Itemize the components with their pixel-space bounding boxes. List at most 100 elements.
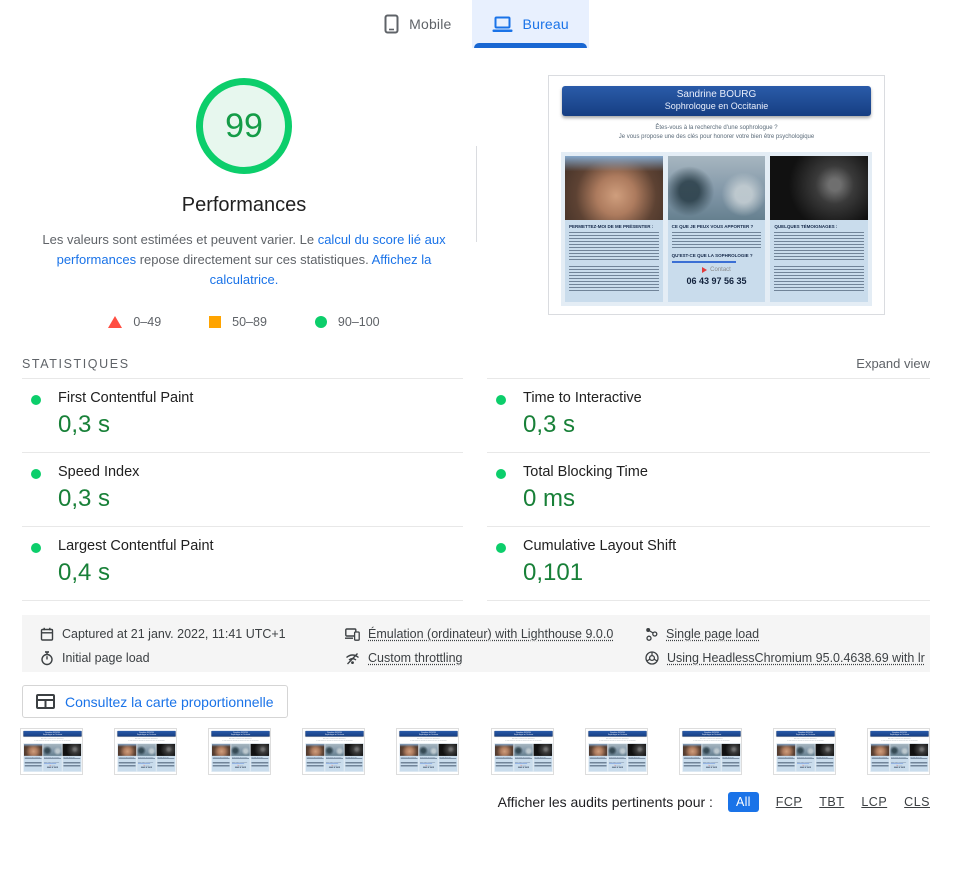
env-column-1: Captured at 21 janv. 2022, 11:41 UTC+1 I… — [40, 622, 286, 670]
env-chromium-label[interactable]: Using HeadlessChromium 95.0.4638.69 with… — [667, 651, 925, 665]
legend-average: 50–89 — [209, 315, 267, 329]
site-photo-portrait — [212, 744, 230, 756]
site-banner: Sandrine BOURG Sophrologue en Occitanie — [23, 731, 81, 737]
site-column-text: QUELQUES TÉMOIGNAGES : — [533, 756, 551, 771]
site-col2-title: CE QUE JE PEUX VOUS APPORTER ? — [44, 757, 61, 758]
site-text-placeholder — [515, 758, 532, 761]
site-phone-number: 06 43 97 56 35 — [232, 766, 249, 768]
env-throttling-label[interactable]: Custom throttling — [368, 651, 462, 665]
site-text-placeholder — [401, 765, 418, 770]
performance-summary: 99 Performances Les valeurs sont estimée… — [18, 60, 470, 329]
tab-desktop[interactable]: Bureau — [472, 0, 589, 48]
site-phone-number: 06 43 97 56 35 — [609, 766, 626, 768]
expand-view-button[interactable]: Expand view — [856, 356, 930, 371]
metrics-column-right: Time to Interactive 0,3 s Total Blocking… — [487, 378, 930, 601]
filter-link-lcp[interactable]: LCP — [861, 795, 887, 809]
site-columns: PERMETTEZ-MOI DE ME PRÉSENTER : CE QUE J… — [682, 743, 741, 772]
site-col1-title: PERMETTEZ-MOI DE ME PRÉSENTER : — [778, 757, 795, 758]
site-column-presentation: PERMETTEZ-MOI DE ME PRÉSENTER : — [118, 744, 136, 771]
site-text-placeholder — [672, 232, 762, 250]
site-photo-session — [890, 744, 908, 756]
site-phone-number: 06 43 97 56 35 — [672, 276, 762, 286]
site-text-placeholder — [910, 765, 927, 770]
site-text-placeholder — [307, 765, 324, 770]
env-captured-label: Captured at 21 janv. 2022, 11:41 UTC+1 — [62, 627, 286, 641]
site-photo-session — [43, 744, 61, 756]
site-column-offer: CE QUE JE PEUX VOUS APPORTER ? QU'EST-CE… — [137, 744, 155, 771]
site-photo-hoodie — [770, 156, 868, 220]
page-screenshot-preview: Sandrine BOURG Sophrologue en Occitanie … — [397, 729, 459, 774]
site-photo-session — [668, 156, 766, 220]
env-chromium[interactable]: Using HeadlessChromium 95.0.4638.69 with… — [645, 646, 925, 670]
pass-dot-icon — [496, 395, 506, 405]
site-intro-line2: Je vous propose une des clés pour honore… — [870, 740, 929, 742]
filter-chip-all[interactable]: All — [728, 792, 759, 812]
env-emulation[interactable]: Émulation (ordinateur) with Lighthouse 9… — [345, 622, 613, 646]
filmstrip-frame: Sandrine BOURG Sophrologue en Occitanie … — [491, 728, 554, 775]
throttling-icon — [345, 652, 360, 665]
mobile-phone-icon — [384, 14, 399, 34]
page-screenshot-preview: Sandrine BOURG Sophrologue en Occitanie … — [209, 729, 271, 774]
site-column-text: PERMETTEZ-MOI DE ME PRÉSENTER : — [118, 756, 136, 771]
site-photo-portrait — [306, 744, 324, 756]
site-columns: PERMETTEZ-MOI DE ME PRÉSENTER : CE QUE J… — [588, 743, 647, 772]
site-text-placeholder — [816, 765, 833, 770]
site-column-presentation: PERMETTEZ-MOI DE ME PRÉSENTER : — [306, 744, 324, 771]
page-screenshot-preview: Sandrine BOURG Sophrologue en Occitanie … — [115, 729, 177, 774]
site-text-placeholder — [891, 758, 908, 761]
site-columns: PERMETTEZ-MOI DE ME PRÉSENTER : CE QUE J… — [776, 743, 835, 772]
site-column-presentation: PERMETTEZ-MOI DE ME PRÉSENTER : — [683, 744, 701, 771]
site-banner-subtitle: Sophrologue en Occitanie — [588, 734, 646, 736]
site-column-text: CE QUE JE PEUX VOUS APPORTER ? QU'EST-CE… — [796, 756, 814, 771]
pass-dot-icon — [31, 543, 41, 553]
site-photo-portrait — [118, 744, 136, 756]
site-columns: PERMETTEZ-MOI DE ME PRÉSENTER : CE QUE J… — [870, 743, 929, 772]
pagespeed-report: Mobile Bureau 99 Performances Les valeur… — [0, 0, 953, 879]
site-banner: Sandrine BOURG Sophrologue en Occitanie — [682, 731, 740, 737]
treemap-button[interactable]: Consultez la carte proportionnelle — [22, 685, 288, 718]
site-col1-title: PERMETTEZ-MOI DE ME PRÉSENTER : — [872, 757, 889, 758]
env-initial-load: Initial page load — [40, 646, 286, 670]
site-text-placeholder — [307, 758, 324, 764]
site-text-placeholder — [910, 758, 927, 764]
metric-value: 0,101 — [523, 559, 930, 587]
metric-value: 0,3 s — [58, 485, 463, 513]
site-text-placeholder — [722, 765, 739, 770]
site-col1-title: PERMETTEZ-MOI DE ME PRÉSENTER : — [119, 757, 136, 758]
metric-total-blocking-time: Total Blocking Time 0 ms — [487, 453, 930, 527]
filter-link-tbt[interactable]: TBT — [819, 795, 844, 809]
filter-link-cls[interactable]: CLS — [904, 795, 930, 809]
env-page-load[interactable]: Single page load — [645, 622, 925, 646]
description-text: Les valeurs sont estimées et peuvent var… — [42, 232, 317, 247]
env-emulation-label[interactable]: Émulation (ordinateur) with Lighthouse 9… — [368, 627, 613, 641]
performance-score: 99 — [225, 107, 263, 146]
site-columns: PERMETTEZ-MOI DE ME PRÉSENTER : CE QUE J… — [400, 743, 459, 772]
filmstrip-frame: Sandrine BOURG Sophrologue en Occitanie … — [867, 728, 930, 775]
env-captured: Captured at 21 janv. 2022, 11:41 UTC+1 — [40, 622, 286, 646]
site-col2-title: CE QUE JE PEUX VOUS APPORTER ? — [232, 757, 249, 758]
metric-label: First Contentful Paint — [58, 390, 463, 406]
site-phone-number: 06 43 97 56 35 — [138, 766, 155, 768]
site-column-text: QUELQUES TÉMOIGNAGES : — [439, 756, 457, 771]
env-throttling[interactable]: Custom throttling — [345, 646, 613, 670]
site-phone-number: 06 43 97 56 35 — [797, 766, 814, 768]
filter-link-fcp[interactable]: FCP — [776, 795, 803, 809]
site-intro: Êtes-vous à la recherche d'une sophrolog… — [682, 738, 741, 742]
fail-triangle-icon — [108, 316, 122, 328]
site-col1-title: PERMETTEZ-MOI DE ME PRÉSENTER : — [401, 757, 418, 758]
metric-speed-index: Speed Index 0,3 s — [22, 453, 463, 527]
page-screenshot-preview: Sandrine BOURG Sophrologue en Occitanie … — [868, 729, 930, 774]
site-intro-line2: Je vous propose une des clés pour honore… — [211, 740, 270, 742]
legend-pass: 90–100 — [315, 315, 380, 329]
site-photo-hoodie — [910, 744, 928, 756]
site-column-offer: CE QUE JE PEUX VOUS APPORTER ? QU'EST-CE… — [43, 744, 61, 771]
site-col1-title: PERMETTEZ-MOI DE ME PRÉSENTER : — [684, 757, 701, 758]
site-photo-session — [137, 744, 155, 756]
tab-mobile[interactable]: Mobile — [364, 0, 471, 48]
env-page-load-label[interactable]: Single page load — [666, 627, 759, 641]
site-col1-title: PERMETTEZ-MOI DE ME PRÉSENTER : — [495, 757, 512, 758]
metric-value: 0,3 s — [58, 411, 463, 439]
site-column-testimonials: QUELQUES TÉMOIGNAGES : — [533, 744, 551, 771]
site-column-text: CE QUE JE PEUX VOUS APPORTER ? QU'EST-CE… — [702, 756, 720, 771]
filmstrip-frame: Sandrine BOURG Sophrologue en Occitanie … — [773, 728, 836, 775]
